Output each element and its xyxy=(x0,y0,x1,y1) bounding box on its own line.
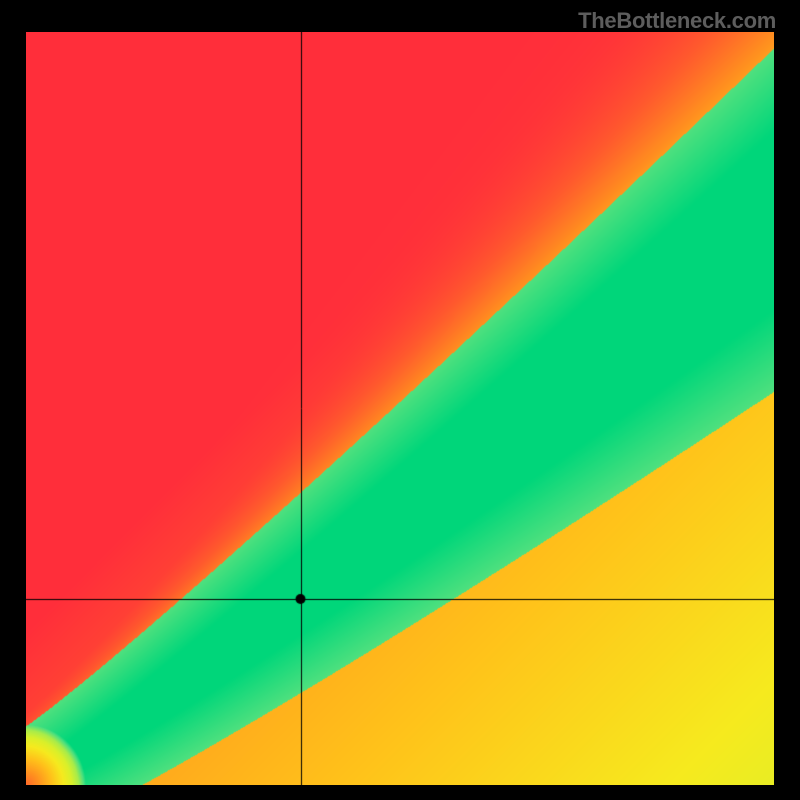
watermark-text: TheBottleneck.com xyxy=(578,8,776,34)
heatmap-plot xyxy=(26,32,774,785)
heatmap-canvas xyxy=(26,32,774,785)
